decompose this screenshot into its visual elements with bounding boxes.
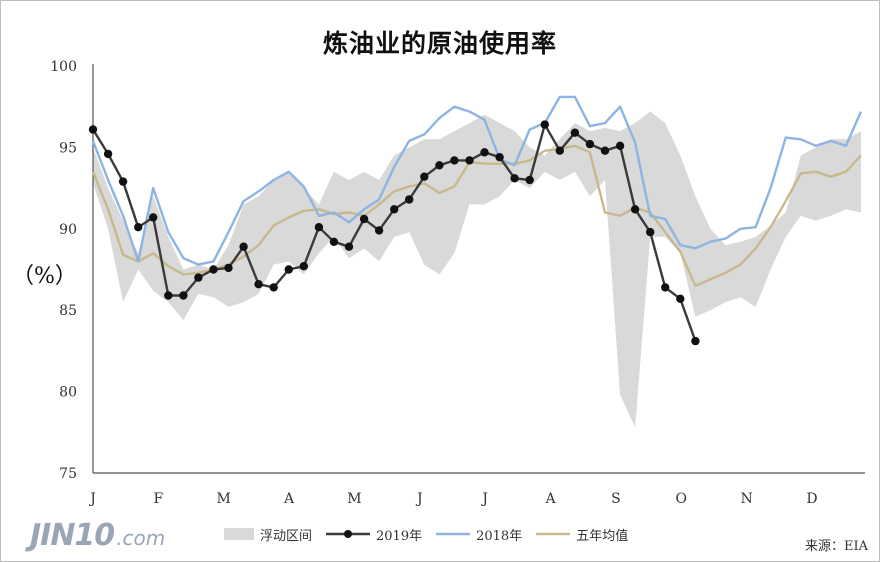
point-2019-0 <box>88 125 98 134</box>
series-line-2018 <box>91 95 863 266</box>
x-tick-4: M <box>347 491 361 507</box>
point-2019-2 <box>118 177 128 186</box>
point-2019-18 <box>359 214 369 224</box>
legend-label-2018: 2018年 <box>476 528 523 544</box>
point-2019-20 <box>390 205 399 214</box>
point-2019-25 <box>465 156 474 165</box>
point-2019-34 <box>600 146 610 155</box>
point-2019-19 <box>374 226 384 235</box>
point-2019-27 <box>495 153 504 162</box>
legend: 浮动区间 2019年 2018年 五年均值 <box>224 522 628 546</box>
legend-label-avg: 五年均值 <box>576 528 629 544</box>
x-tick-2: M <box>217 491 231 507</box>
point-2019-32 <box>570 128 580 137</box>
jin10-logo: JIN10 .com <box>30 518 165 553</box>
x-tick-11: D <box>806 491 817 507</box>
y-tick-100: 100 <box>50 59 77 75</box>
point-2019-15 <box>314 223 324 232</box>
y-tick-75: 75 <box>59 466 77 482</box>
point-2019-28 <box>510 174 519 183</box>
legend-label-2019: 2019年 <box>376 528 423 544</box>
legend-item-band: 浮动区间 <box>224 525 312 544</box>
chart-title: 炼油业的原油使用率 <box>322 29 557 58</box>
legend-item-2019: 2019年 <box>326 525 422 544</box>
legend-item-2018: 2018年 <box>436 525 522 544</box>
point-2019-39 <box>676 294 685 303</box>
legend-avg-swatch <box>536 532 571 536</box>
y-axis-label: （%） <box>12 264 77 289</box>
point-2019-11 <box>254 280 263 289</box>
tick-layer: 75 80 85 90 95 100 J F M A M J J A S O N D <box>50 59 817 507</box>
series-line-avg <box>91 144 862 287</box>
point-2019-17 <box>344 242 354 251</box>
legend-band-swatch <box>224 528 254 540</box>
x-tick-7: A <box>544 491 556 507</box>
point-2019-4 <box>149 213 158 222</box>
point-2019-33 <box>585 139 595 149</box>
legend-2018-swatch <box>436 532 471 536</box>
point-2019-23 <box>435 161 444 170</box>
range-band <box>93 111 861 428</box>
point-2019-16 <box>329 237 339 246</box>
legend-label-band: 浮动区间 <box>260 528 313 544</box>
x-tick-5: J <box>415 491 423 507</box>
legend-item-avg: 五年均值 <box>536 525 628 544</box>
x-tick-9: O <box>676 491 687 507</box>
point-2019-26 <box>480 148 489 157</box>
x-tick-1: F <box>154 491 164 507</box>
logo-text: JIN10 <box>30 518 115 553</box>
point-2019-3 <box>134 223 143 232</box>
point-2019-12 <box>269 283 278 292</box>
series-layer <box>88 95 863 346</box>
x-tick-3: A <box>283 491 295 507</box>
point-2019-22 <box>420 172 429 181</box>
point-2019-37 <box>646 227 655 237</box>
point-2019-40 <box>691 336 700 346</box>
point-2019-30 <box>540 120 549 129</box>
source-note: 来源：EIA <box>804 539 868 554</box>
point-2019-13 <box>284 265 293 274</box>
y-tick-90: 90 <box>59 222 77 238</box>
legend-2019-swatch <box>326 530 371 538</box>
point-2019-6 <box>179 291 188 300</box>
point-2019-14 <box>299 262 308 271</box>
point-2019-38 <box>661 283 670 292</box>
point-2019-31 <box>555 146 564 155</box>
point-2019-7 <box>194 273 203 282</box>
y-tick-95: 95 <box>59 140 77 156</box>
point-2019-9 <box>224 263 233 273</box>
point-2019-21 <box>405 195 414 204</box>
y-tick-85: 85 <box>59 303 77 319</box>
x-tick-0: J <box>88 491 96 507</box>
point-2019-1 <box>103 149 113 159</box>
y-tick-80: 80 <box>59 385 77 401</box>
point-2019-24 <box>450 156 459 165</box>
point-2019-8 <box>209 265 218 274</box>
point-2019-5 <box>164 291 173 300</box>
x-tick-8: S <box>611 491 621 507</box>
point-2019-36 <box>630 205 640 214</box>
logo-suffix: .com <box>116 526 166 550</box>
band-layer <box>93 111 861 428</box>
x-tick-6: J <box>480 491 488 507</box>
point-2019-29 <box>525 175 534 185</box>
x-tick-10: N <box>741 491 753 507</box>
point-2019-35 <box>615 141 625 150</box>
point-2019-10 <box>239 242 248 251</box>
